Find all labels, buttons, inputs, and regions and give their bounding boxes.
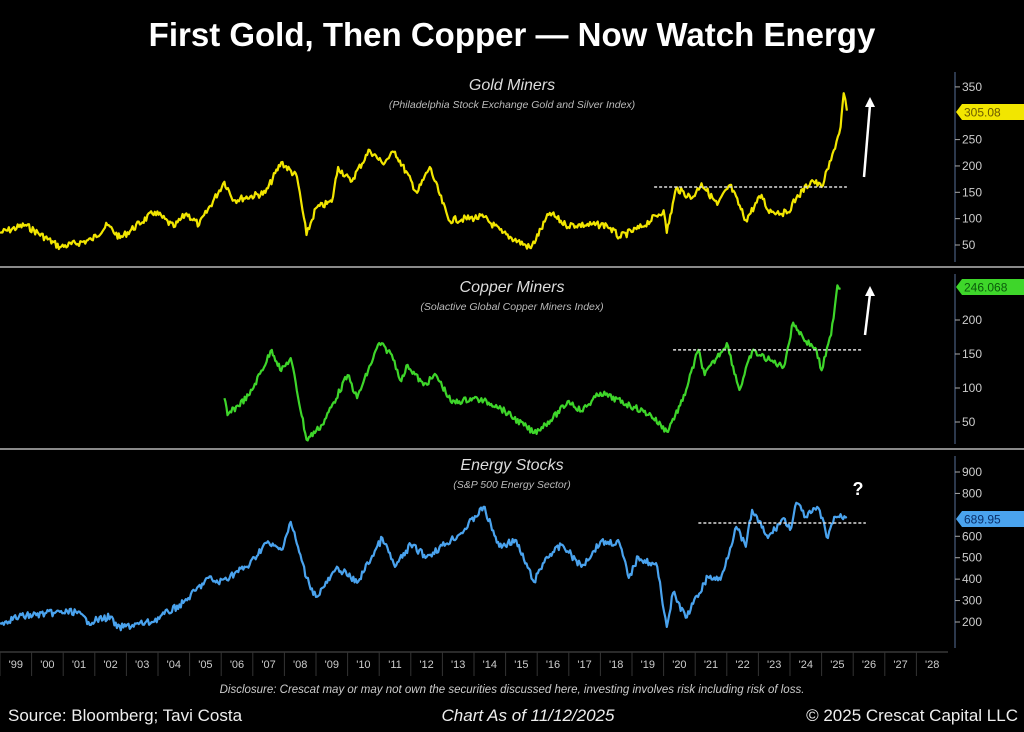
x-tick-label: '02 [103, 659, 117, 671]
question-annotation: ? [853, 479, 864, 499]
x-tick-label: '13 [451, 659, 465, 671]
arrow-head-icon [865, 286, 875, 296]
x-tick-label: '15 [514, 659, 528, 671]
chart-title: First Gold, Then Copper — Now Watch Ener… [149, 16, 876, 53]
x-tick-label: '25 [830, 659, 844, 671]
panel-title: Copper Miners [460, 279, 565, 296]
x-tick-label: '05 [198, 659, 212, 671]
y-tick-label: 200 [962, 159, 982, 173]
x-tick-label: '00 [40, 659, 54, 671]
y-tick-label: 500 [962, 551, 982, 565]
x-tick-label: '99 [9, 659, 23, 671]
y-tick-label: 400 [962, 572, 982, 586]
x-tick-label: '27 [893, 659, 907, 671]
x-tick-label: '09 [325, 659, 339, 671]
x-tick-label: '24 [799, 659, 813, 671]
source-note: Source: Bloomberg; Tavi Costa [8, 706, 243, 725]
x-tick-label: '22 [735, 659, 749, 671]
x-tick-label: '12 [419, 659, 433, 671]
series-line [223, 284, 841, 442]
panel-divider [0, 266, 1024, 268]
x-tick-label: '08 [293, 659, 307, 671]
panel-copper-miners: Copper Miners (Solactive Global Copper Mi… [0, 266, 1024, 444]
y-tick-label: 350 [962, 80, 982, 94]
x-tick-label: '20 [672, 659, 686, 671]
x-tick-label: '04 [167, 659, 181, 671]
panels: Gold Miners (Philadelphia Stock Exchange … [0, 72, 1024, 648]
panel-subtitle: (S&P 500 Energy Sector) [453, 479, 571, 491]
panel-energy-stocks: Energy Stocks (S&P 500 Energy Sector) 200 3… [0, 448, 1024, 648]
last-value-badge [956, 511, 1024, 527]
panel-subtitle: (Solactive Global Copper Miners Index) [420, 301, 603, 313]
y-tick-label: 300 [962, 594, 982, 608]
y-tick-label: 50 [962, 238, 976, 252]
panel-gold-miners: Gold Miners (Philadelphia Stock Exchange … [0, 72, 1024, 262]
x-tick-label: '23 [767, 659, 781, 671]
y-tick-label: 150 [962, 347, 982, 361]
last-value-badge [956, 104, 1024, 120]
x-tick-label: '19 [641, 659, 655, 671]
x-tick-label: '10 [356, 659, 370, 671]
y-tick-label: 800 [962, 486, 982, 500]
arrow-head-icon [865, 97, 875, 107]
y-tick-label: 900 [962, 465, 982, 479]
y-tick-label: 250 [962, 133, 982, 147]
y-tick-label: 100 [962, 212, 982, 226]
y-tick-label: 600 [962, 529, 982, 543]
series-line [0, 92, 848, 251]
x-tick-label: '01 [72, 659, 86, 671]
x-tick-label: '26 [862, 659, 876, 671]
as-of-date: Chart As of 11/12/2025 [442, 706, 615, 725]
x-axis: '99 '00 '01 '02 '03 '04 '05 '06 '07 '08 '09 '10 '11 '… [0, 651, 948, 676]
last-value-label: 689.95 [964, 513, 1001, 527]
x-tick-label: '28 [925, 659, 939, 671]
up-arrow-icon [863, 293, 872, 336]
y-tick-label: 200 [962, 313, 982, 327]
x-tick-label: '18 [609, 659, 623, 671]
y-tick-label: 200 [962, 615, 982, 629]
up-arrow-icon [862, 104, 872, 178]
x-tick-label: '03 [135, 659, 149, 671]
disclosure: Disclosure: Crescat may or may not own t… [220, 684, 805, 696]
x-tick-label: '14 [483, 659, 497, 671]
x-tick-label: '21 [704, 659, 718, 671]
copyright: © 2025 Crescat Capital LLC [806, 706, 1018, 725]
last-value-badge [956, 279, 1024, 295]
x-tick-label: '17 [577, 659, 591, 671]
x-tick-label: '07 [261, 659, 275, 671]
x-tick-label: '11 [388, 659, 402, 671]
last-value-label: 246.068 [964, 281, 1008, 295]
panel-title: Energy Stocks [460, 457, 563, 474]
panel-subtitle: (Philadelphia Stock Exchange Gold and Si… [389, 99, 635, 111]
last-value-label: 305.08 [964, 106, 1001, 120]
y-tick-label: 50 [962, 415, 976, 429]
x-tick-label: '16 [546, 659, 560, 671]
series-line [0, 501, 848, 632]
x-tick-label: '06 [230, 659, 244, 671]
panel-divider [0, 448, 1024, 450]
y-tick-label: 100 [962, 381, 982, 395]
y-tick-label: 150 [962, 185, 982, 199]
panel-title: Gold Miners [469, 77, 555, 94]
